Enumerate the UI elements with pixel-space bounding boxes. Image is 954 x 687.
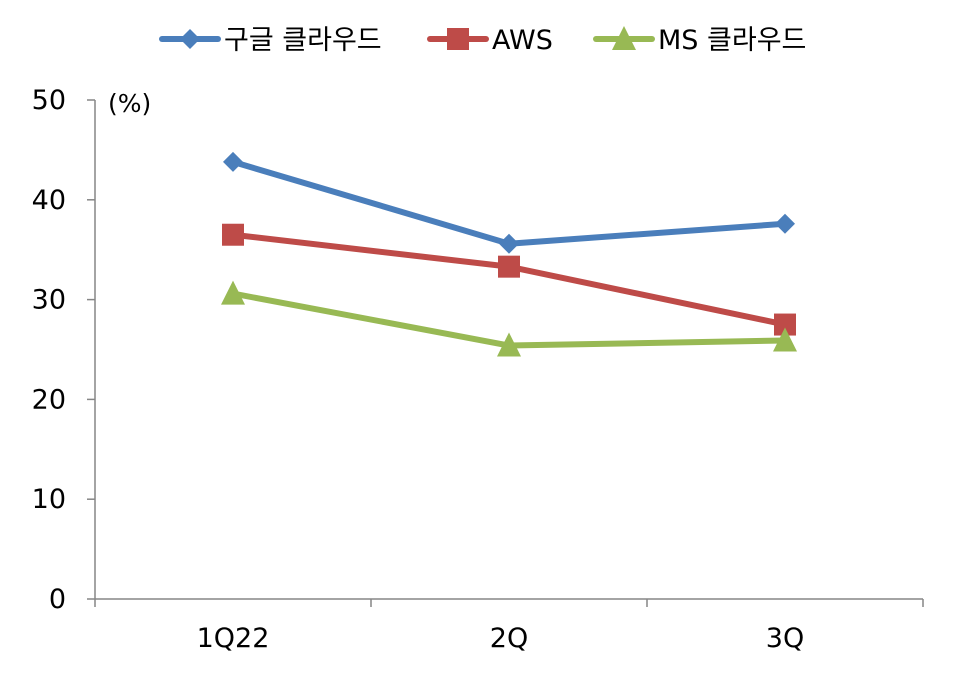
unit-label: (%) xyxy=(108,89,151,118)
x-tick-label: 2Q xyxy=(490,623,528,654)
series-1 xyxy=(223,151,795,254)
data-point xyxy=(221,280,245,305)
y-tick-label: 30 xyxy=(32,285,66,316)
legend-marker xyxy=(612,26,636,50)
data-point xyxy=(222,223,244,246)
legend-item: MS 클라우드 xyxy=(593,25,806,56)
legend-item: AWS xyxy=(427,25,553,56)
data-point xyxy=(499,233,519,254)
data-point xyxy=(773,327,797,352)
data-point xyxy=(223,151,243,172)
series-layer xyxy=(221,151,797,357)
legend-label: AWS xyxy=(492,25,553,56)
legend-marker xyxy=(447,28,469,50)
data-point xyxy=(775,213,795,234)
data-point xyxy=(774,313,796,336)
legend-label: 구글 클라우드 xyxy=(224,25,382,56)
series-2 xyxy=(222,223,796,336)
series-3 xyxy=(221,280,797,357)
legend: 구글 클라우드 AWS MS 클라우드 xyxy=(159,25,806,56)
y-tick-label: 40 xyxy=(32,185,66,216)
x-ticks: 1Q22 2Q 3Q xyxy=(94,599,924,654)
data-point xyxy=(497,332,521,357)
series-line xyxy=(230,158,788,247)
legend-item: 구글 클라우드 xyxy=(159,25,382,56)
legend-label: MS 클라우드 xyxy=(658,25,806,56)
axes: (%) xyxy=(94,89,923,600)
data-point xyxy=(498,255,520,278)
y-tick-label: 0 xyxy=(49,584,66,615)
y-ticks: 0 10 20 30 40 50 xyxy=(32,85,95,615)
legend-marker xyxy=(180,29,200,49)
x-tick-label: 1Q22 xyxy=(197,623,270,654)
y-tick-label: 50 xyxy=(32,85,66,116)
y-tick-label: 20 xyxy=(32,384,66,415)
x-tick-label: 3Q xyxy=(766,623,804,654)
y-tick-label: 10 xyxy=(32,484,66,515)
